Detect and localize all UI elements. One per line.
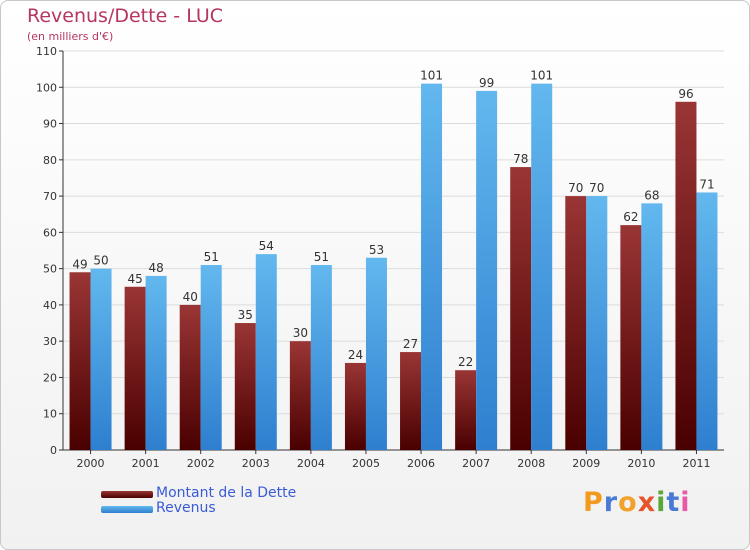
logo-letter: x (637, 487, 657, 518)
y-tick-label: 10 (43, 408, 57, 421)
data-label-revenus: 51 (204, 250, 219, 264)
y-tick-label: 0 (50, 444, 57, 457)
data-label-revenus: 54 (259, 239, 274, 253)
data-label-dette: 22 (458, 355, 473, 369)
logo-letter: i (656, 487, 667, 518)
y-tick-label: 30 (43, 335, 57, 348)
data-label-dette: 45 (127, 272, 142, 286)
legend-swatch-revenus (101, 506, 153, 513)
y-tick-label: 100 (36, 81, 57, 94)
y-tick-label: 40 (43, 299, 57, 312)
bar-dette (455, 370, 477, 450)
bar-revenus (145, 275, 167, 450)
y-tick-label: 50 (43, 263, 57, 276)
data-label-revenus: 51 (314, 250, 329, 264)
legend-label-dette: Montant de la Dette (156, 485, 297, 501)
bar-revenus (696, 192, 718, 451)
data-label-revenus: 68 (644, 188, 659, 202)
x-tick-label: 2001 (132, 457, 160, 470)
data-label-dette: 62 (623, 210, 638, 224)
chart-subtitle: (en milliers d'€) (27, 30, 114, 43)
bar-dette (234, 323, 256, 450)
bar-dette (289, 341, 311, 450)
bar-revenus (310, 265, 332, 450)
x-tick-label: 2011 (682, 457, 710, 470)
data-label-dette: 49 (72, 257, 87, 271)
data-label-dette: 30 (293, 326, 308, 340)
data-label-revenus: 53 (369, 243, 384, 257)
bar-dette (565, 196, 587, 450)
legend-swatch-dette (101, 491, 153, 498)
bar-revenus (255, 254, 277, 450)
bar-revenus (200, 265, 222, 450)
data-label-revenus: 70 (589, 181, 604, 195)
data-label-revenus: 50 (93, 254, 108, 268)
data-label-revenus: 48 (148, 261, 163, 275)
bar-dette (124, 286, 146, 450)
data-label-revenus: 101 (530, 69, 553, 83)
bar-revenus (586, 196, 608, 450)
bar-revenus (531, 83, 553, 451)
x-tick-label: 2005 (352, 457, 380, 470)
y-tick-label: 110 (36, 45, 57, 58)
proxiti-logo: Proxiti (583, 487, 691, 518)
data-label-dette: 96 (678, 87, 693, 101)
x-tick-label: 2010 (627, 457, 655, 470)
bar-dette (400, 352, 422, 450)
y-tick-label: 20 (43, 371, 57, 384)
logo-letter: P (583, 487, 604, 518)
bar-dette (675, 101, 697, 451)
bar-revenus (421, 83, 443, 451)
logo-letter: o (618, 487, 638, 518)
x-tick-label: 2003 (242, 457, 270, 470)
data-label-revenus: 71 (699, 177, 714, 191)
x-tick-label: 2009 (572, 457, 600, 470)
chart-title: Revenus/Dette - LUC (27, 5, 224, 27)
x-tick-label: 2006 (407, 457, 435, 470)
bar-revenus (476, 90, 498, 451)
data-label-revenus: 99 (479, 76, 494, 90)
bar-dette (620, 225, 642, 450)
x-tick-label: 2000 (77, 457, 105, 470)
y-tick-label: 60 (43, 226, 57, 239)
data-label-dette: 27 (403, 337, 418, 351)
logo-letter: t (666, 487, 681, 518)
logo-letter: i (680, 487, 691, 518)
bar-revenus (365, 257, 387, 450)
bar-dette (179, 304, 201, 450)
bar-revenus (90, 268, 112, 450)
data-label-dette: 24 (348, 348, 363, 362)
data-label-dette: 70 (568, 181, 583, 195)
bar-dette (510, 167, 532, 450)
y-tick-label: 80 (43, 154, 57, 167)
legend-label-revenus: Revenus (156, 500, 216, 516)
x-tick-label: 2004 (297, 457, 325, 470)
bar-dette (69, 272, 91, 450)
y-tick-label: 90 (43, 118, 57, 131)
x-tick-label: 2008 (517, 457, 545, 470)
bar-revenus (641, 203, 663, 450)
bar-dette (344, 362, 366, 450)
y-tick-label: 70 (43, 190, 57, 203)
logo-letter: r (603, 487, 619, 518)
x-tick-label: 2007 (462, 457, 490, 470)
x-tick-label: 2002 (187, 457, 215, 470)
data-label-dette: 78 (513, 152, 528, 166)
data-label-revenus: 101 (420, 69, 443, 83)
data-label-dette: 35 (238, 308, 253, 322)
data-label-dette: 40 (183, 290, 198, 304)
